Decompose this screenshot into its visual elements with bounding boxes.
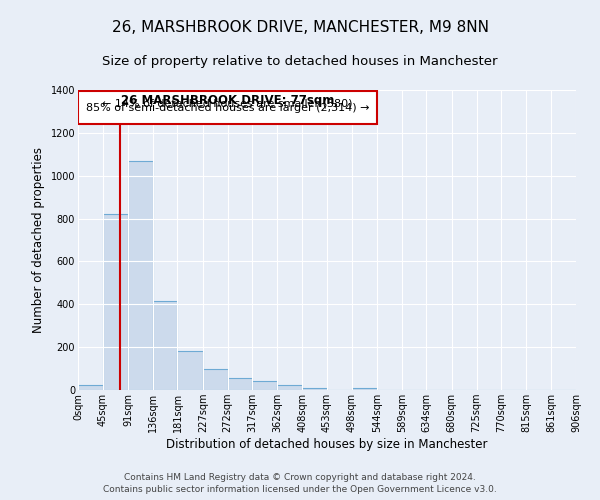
X-axis label: Distribution of detached houses by size in Manchester: Distribution of detached houses by size … <box>166 438 488 451</box>
Bar <box>128 160 153 390</box>
Text: ← 14% of detached houses are smaller (380): ← 14% of detached houses are smaller (38… <box>102 99 353 109</box>
Bar <box>352 388 377 390</box>
Bar <box>78 91 377 124</box>
Bar <box>203 368 227 390</box>
Bar <box>302 388 327 390</box>
Text: 26, MARSHBROOK DRIVE, MANCHESTER, M9 8NN: 26, MARSHBROOK DRIVE, MANCHESTER, M9 8NN <box>112 20 488 35</box>
Bar <box>252 382 277 390</box>
Bar <box>178 351 203 390</box>
Bar <box>153 301 178 390</box>
Text: Contains public sector information licensed under the Open Government Licence v3: Contains public sector information licen… <box>103 485 497 494</box>
Text: Size of property relative to detached houses in Manchester: Size of property relative to detached ho… <box>102 55 498 68</box>
Bar <box>227 378 252 390</box>
Bar <box>277 384 302 390</box>
Text: Contains HM Land Registry data © Crown copyright and database right 2024.: Contains HM Land Registry data © Crown c… <box>124 472 476 482</box>
Bar <box>103 214 128 390</box>
Bar <box>78 384 103 390</box>
Text: 26 MARSHBROOK DRIVE: 77sqm: 26 MARSHBROOK DRIVE: 77sqm <box>121 94 334 108</box>
Text: 85% of semi-detached houses are larger (2,314) →: 85% of semi-detached houses are larger (… <box>86 104 369 114</box>
Y-axis label: Number of detached properties: Number of detached properties <box>32 147 45 333</box>
